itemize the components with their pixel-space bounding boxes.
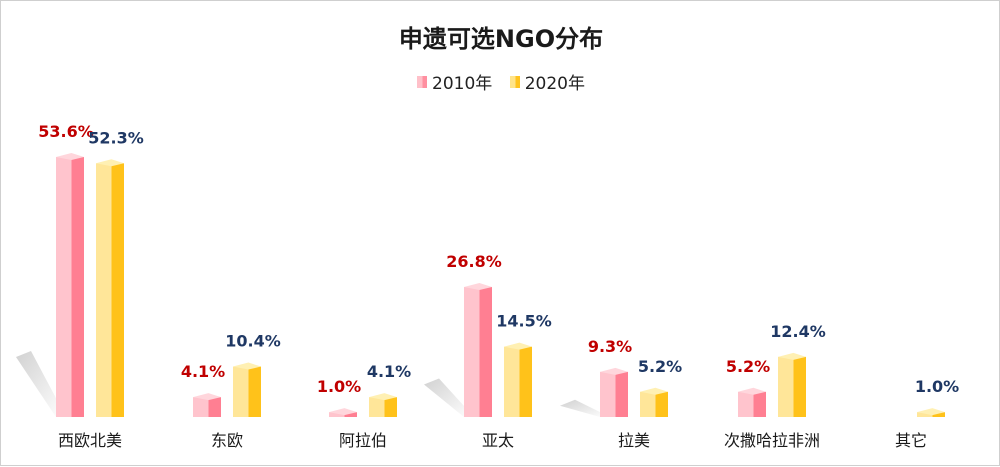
data-label-2020-5: 12.4% [770,322,826,341]
category-label-6: 其它 [895,431,927,450]
bar-cap-2010-4 [600,367,628,375]
bar-shadow [560,399,610,417]
data-label-2020-1: 10.4% [225,332,281,351]
bar-cap-2010-5 [738,387,766,395]
bar-2020-4 [640,391,668,417]
category-label-1: 东欧 [211,431,243,450]
bar-cap-2020-0 [96,159,124,167]
data-label-2010-1: 4.1% [181,362,225,381]
legend-item-2020: 2020年 [509,69,585,94]
bar-2020-2 [369,397,397,417]
category-label-5: 次撒哈拉非洲 [724,431,820,450]
bar-2010-5 [738,391,766,417]
bar-cap-2020-6 [917,408,945,416]
category-label-4: 拉美 [618,431,650,450]
bar-2020-1 [233,366,261,417]
category-label-0: 西欧北美 [58,431,122,450]
data-label-2010-4: 9.3% [588,337,632,356]
bar-cap-2020-1 [233,362,261,370]
bar-2010-1 [193,397,221,417]
data-label-2010-5: 5.2% [726,357,770,376]
legend-swatch-2020 [509,75,520,88]
bar-2010-3 [464,287,492,417]
data-label-2010-2: 1.0% [317,377,361,396]
bar-cap-2010-1 [193,393,221,401]
bar-2010-4 [600,371,628,417]
data-label-2010-0: 53.6% [38,122,94,141]
bar-2020-0 [96,163,124,417]
bar-shadow [16,351,66,417]
bar-2010-0 [56,157,84,417]
bar-2020-5 [778,356,806,417]
bar-cap-2020-2 [369,393,397,401]
bar-cap-2020-3 [504,342,532,350]
data-label-2010-3: 26.8% [446,252,502,271]
bar-cap-2020-5 [778,352,806,360]
bar-cap-2020-4 [640,387,668,395]
chart-title: 申遗可选NGO分布 [398,25,604,53]
data-label-2020-4: 5.2% [638,357,682,376]
data-label-2020-6: 1.0% [915,377,959,396]
bar-cap-2010-3 [464,283,492,290]
bar-cap-2010-2 [329,408,357,416]
data-label-2020-0: 52.3% [88,128,144,147]
category-label-2: 阿拉伯 [339,431,387,450]
legend: 2010年 2020年 [1,69,1000,94]
bar-shadow [424,378,474,417]
bar-cap-2010-0 [56,153,84,160]
legend-label-2020: 2020年 [524,74,585,94]
category-label-3: 亚太 [482,431,514,450]
legend-swatch-2010 [417,75,428,88]
legend-item-2010: 2010年 [417,69,492,94]
data-label-2020-3: 14.5% [496,312,552,331]
bar-2020-3 [504,346,532,417]
data-label-2020-2: 4.1% [367,362,411,381]
legend-label-2010: 2010年 [432,74,493,94]
